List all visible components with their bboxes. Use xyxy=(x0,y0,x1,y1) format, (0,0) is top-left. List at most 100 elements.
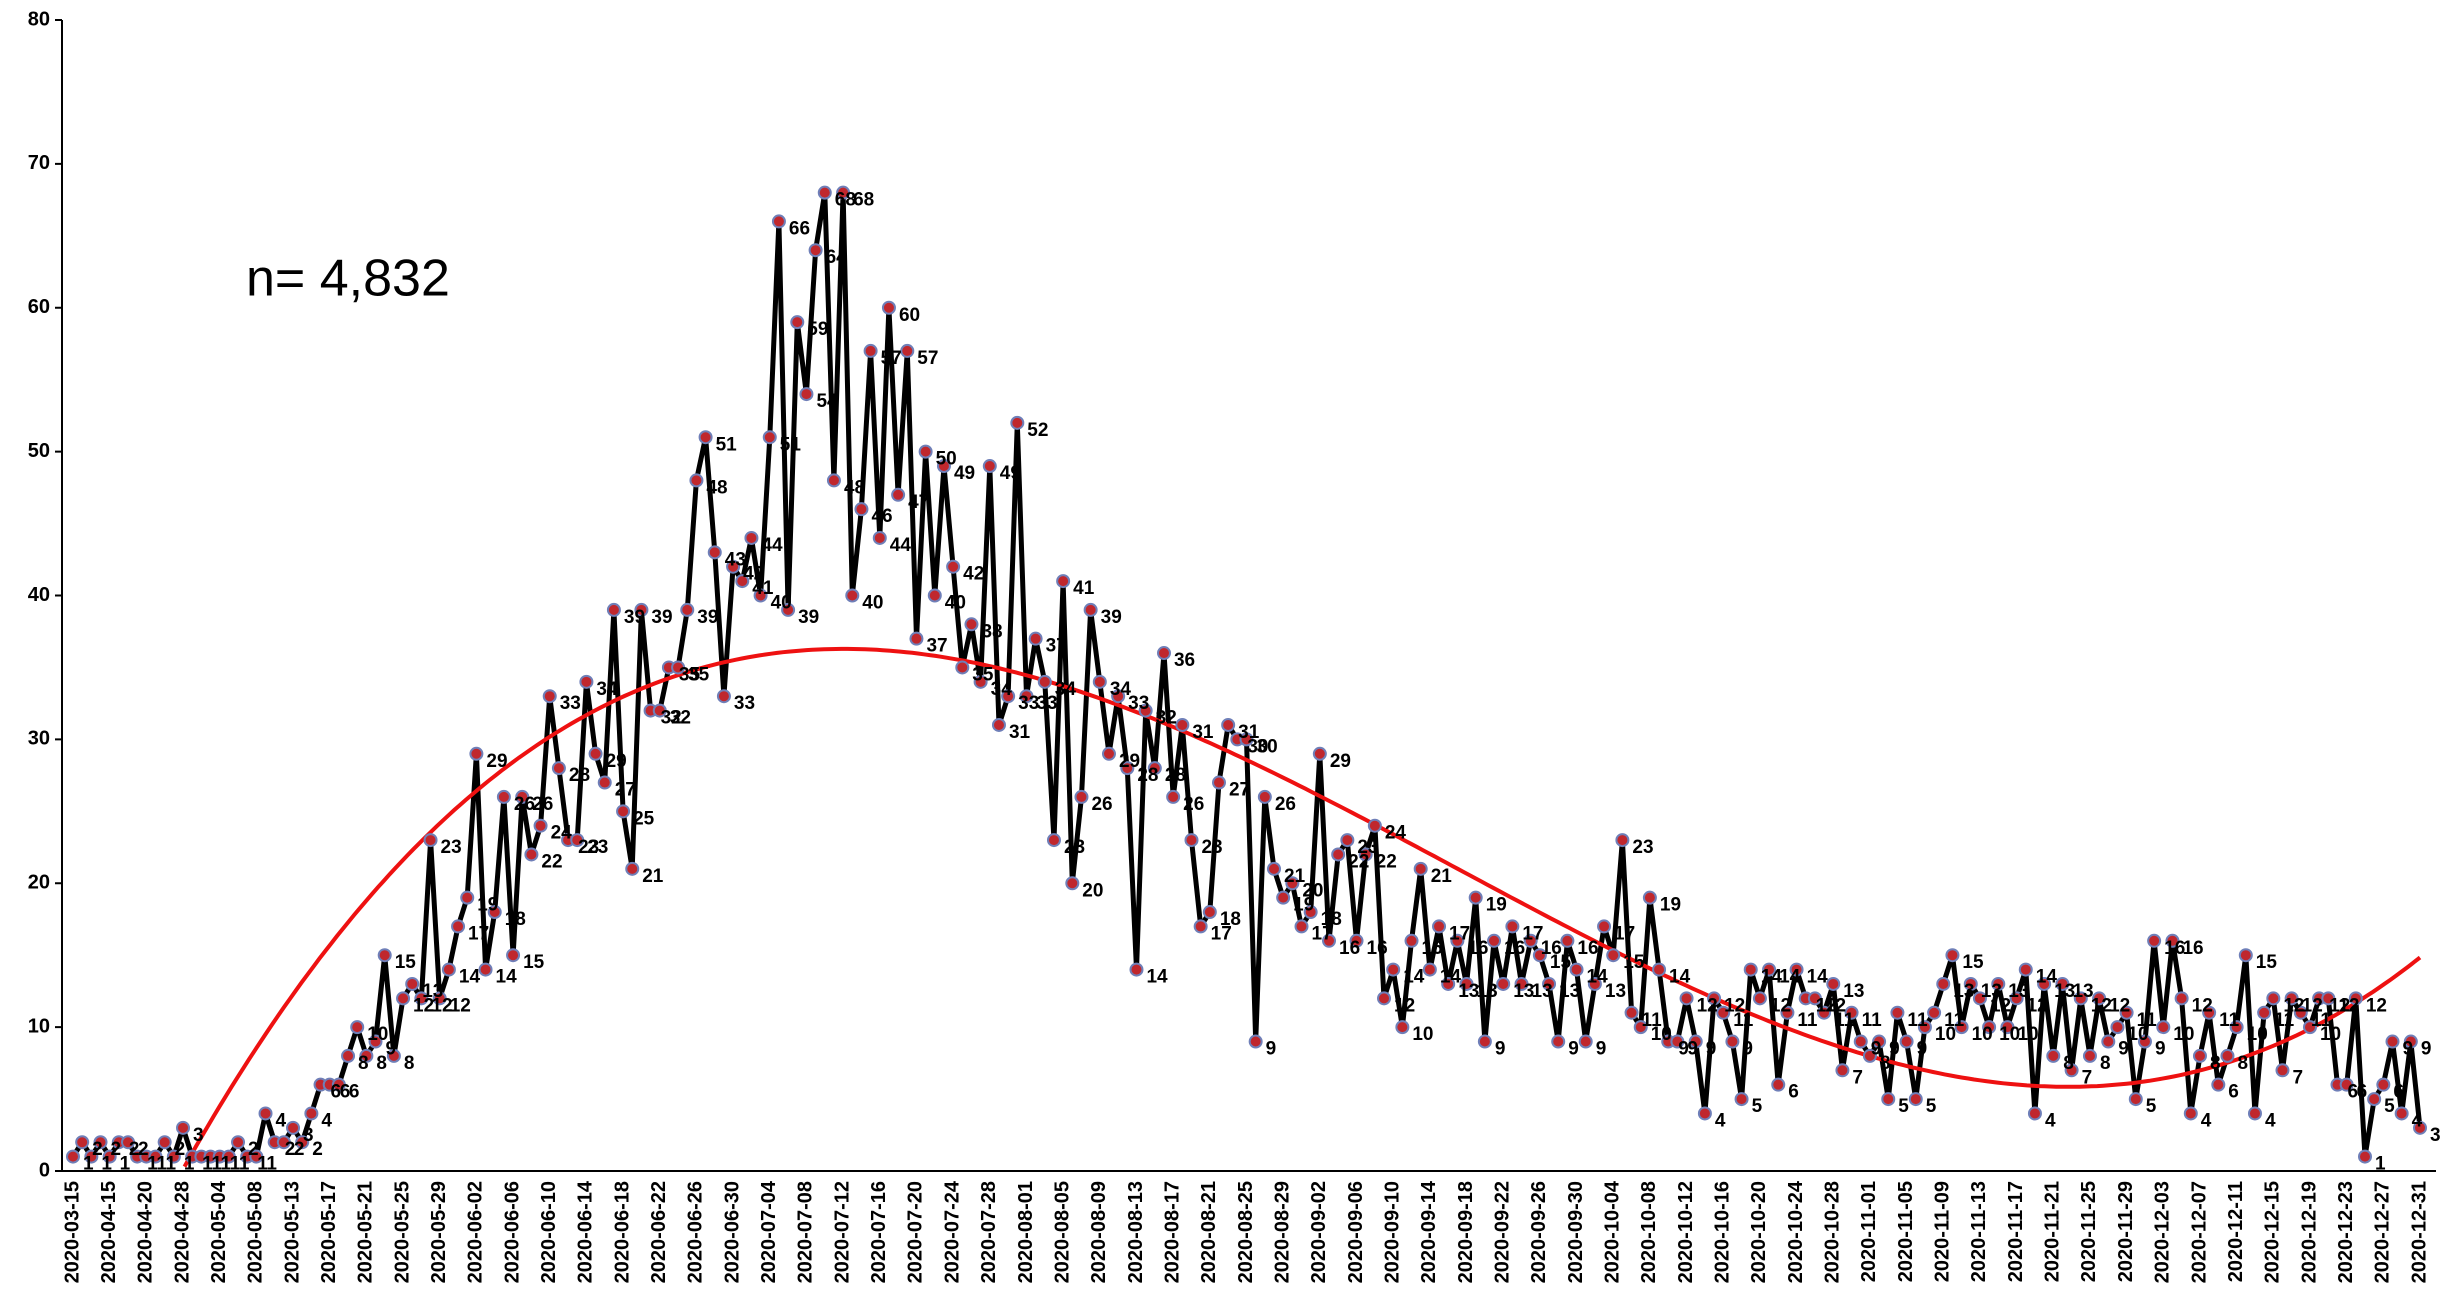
y-tick-label: 40 xyxy=(28,584,50,606)
data-label: 37 xyxy=(1046,636,1067,657)
marker xyxy=(2284,991,2299,1006)
data-label: 49 xyxy=(954,463,975,484)
x-tick-label: 2020-06-22 xyxy=(648,1181,670,1283)
marker xyxy=(1771,1077,1786,1092)
data-label: 16 xyxy=(1422,938,1443,959)
x-tick-label: 2020-06-14 xyxy=(575,1180,597,1283)
marker xyxy=(451,919,466,934)
marker xyxy=(2339,1077,2354,1092)
data-label: 12 xyxy=(2302,995,2323,1016)
data-label: 50 xyxy=(936,449,957,470)
x-tick-label: 2020-09-14 xyxy=(1418,1180,1440,1283)
marker xyxy=(597,775,612,790)
marker xyxy=(2018,962,2033,977)
data-label: 6 xyxy=(2228,1082,2239,1103)
marker xyxy=(506,948,521,963)
data-label: 10 xyxy=(1651,1024,1672,1045)
data-label: 48 xyxy=(706,477,727,498)
x-tick-label: 2020-09-18 xyxy=(1455,1181,1477,1283)
data-label: 30 xyxy=(1257,736,1278,757)
data-label: 29 xyxy=(1119,751,1140,772)
x-tick-label: 2020-08-29 xyxy=(1271,1181,1293,1283)
data-label: 7 xyxy=(2082,1067,2093,1088)
data-label: 12 xyxy=(2283,995,2304,1016)
data-label: 13 xyxy=(1513,981,1534,1002)
x-tick-label: 2020-03-15 xyxy=(61,1181,83,1283)
x-tick-label: 2020-11-29 xyxy=(2115,1181,2137,1282)
y-tick-label: 50 xyxy=(28,440,50,462)
data-label: 17 xyxy=(1522,923,1543,944)
data-label: 28 xyxy=(1165,765,1186,786)
data-label: 12 xyxy=(431,995,452,1016)
marker xyxy=(1642,890,1657,905)
marker xyxy=(891,487,906,502)
marker xyxy=(1569,962,1584,977)
marker xyxy=(1092,674,1107,689)
marker xyxy=(1468,890,1483,905)
marker xyxy=(1028,631,1043,646)
marker xyxy=(1688,1034,1703,1049)
data-label: 26 xyxy=(1091,794,1112,815)
marker xyxy=(1413,861,1428,876)
data-label: 8 xyxy=(2237,1053,2248,1074)
data-label: 5 xyxy=(2384,1096,2395,1117)
y-tick-label: 0 xyxy=(39,1159,50,1181)
data-label: 9 xyxy=(1568,1039,1579,1060)
data-label: 30 xyxy=(1247,736,1268,757)
marker xyxy=(625,861,640,876)
marker xyxy=(1890,1005,1905,1020)
marker xyxy=(964,617,979,632)
data-label: 12 xyxy=(1770,995,1791,1016)
marker xyxy=(1056,574,1071,589)
marker xyxy=(304,1106,319,1121)
data-label: 12 xyxy=(1990,995,2011,1016)
marker xyxy=(2202,1005,2217,1020)
marker xyxy=(1303,905,1318,920)
data-label: 27 xyxy=(615,780,636,801)
marker xyxy=(1826,976,1841,991)
data-label: 21 xyxy=(1431,866,1453,887)
data-label: 23 xyxy=(1201,837,1222,858)
data-label: 16 xyxy=(1467,938,1488,959)
x-tick-label: 2020-08-05 xyxy=(1051,1181,1073,1283)
data-label: 34 xyxy=(1110,679,1132,700)
marker xyxy=(799,387,814,402)
data-label: 19 xyxy=(1660,895,1681,916)
marker xyxy=(1789,962,1804,977)
data-label: 34 xyxy=(1055,679,1077,700)
marker xyxy=(826,473,841,488)
marker xyxy=(441,962,456,977)
data-label: 1 xyxy=(156,1154,167,1175)
data-label: 38 xyxy=(981,621,1002,642)
marker xyxy=(1927,1005,1942,1020)
data-label: 51 xyxy=(780,434,802,455)
marker xyxy=(1624,1005,1639,1020)
marker xyxy=(909,631,924,646)
data-label: 40 xyxy=(945,593,966,614)
data-label: 9 xyxy=(2155,1039,2166,1060)
data-label: 22 xyxy=(541,851,562,872)
marker xyxy=(616,804,631,819)
marker xyxy=(1752,991,1767,1006)
x-tick-label: 2020-09-22 xyxy=(1491,1181,1513,1283)
marker xyxy=(1322,933,1337,948)
marker xyxy=(2238,948,2253,963)
data-label: 33 xyxy=(1128,693,1149,714)
x-tick-label: 2020-09-26 xyxy=(1528,1181,1550,1283)
marker xyxy=(689,473,704,488)
marker xyxy=(1065,876,1080,891)
data-label: 28 xyxy=(1137,765,1158,786)
marker xyxy=(1083,602,1098,617)
marker xyxy=(350,1020,365,1035)
x-tick-label: 2020-12-31 xyxy=(2408,1181,2430,1283)
marker xyxy=(744,530,759,545)
y-tick-label: 20 xyxy=(28,872,50,894)
marker xyxy=(1358,847,1373,862)
marker xyxy=(1221,717,1236,732)
data-label: 1 xyxy=(239,1154,250,1175)
marker xyxy=(1532,948,1547,963)
marker xyxy=(148,1149,163,1164)
data-label: 13 xyxy=(1843,981,1864,1002)
data-label: 49 xyxy=(1000,463,1021,484)
marker xyxy=(1184,833,1199,848)
